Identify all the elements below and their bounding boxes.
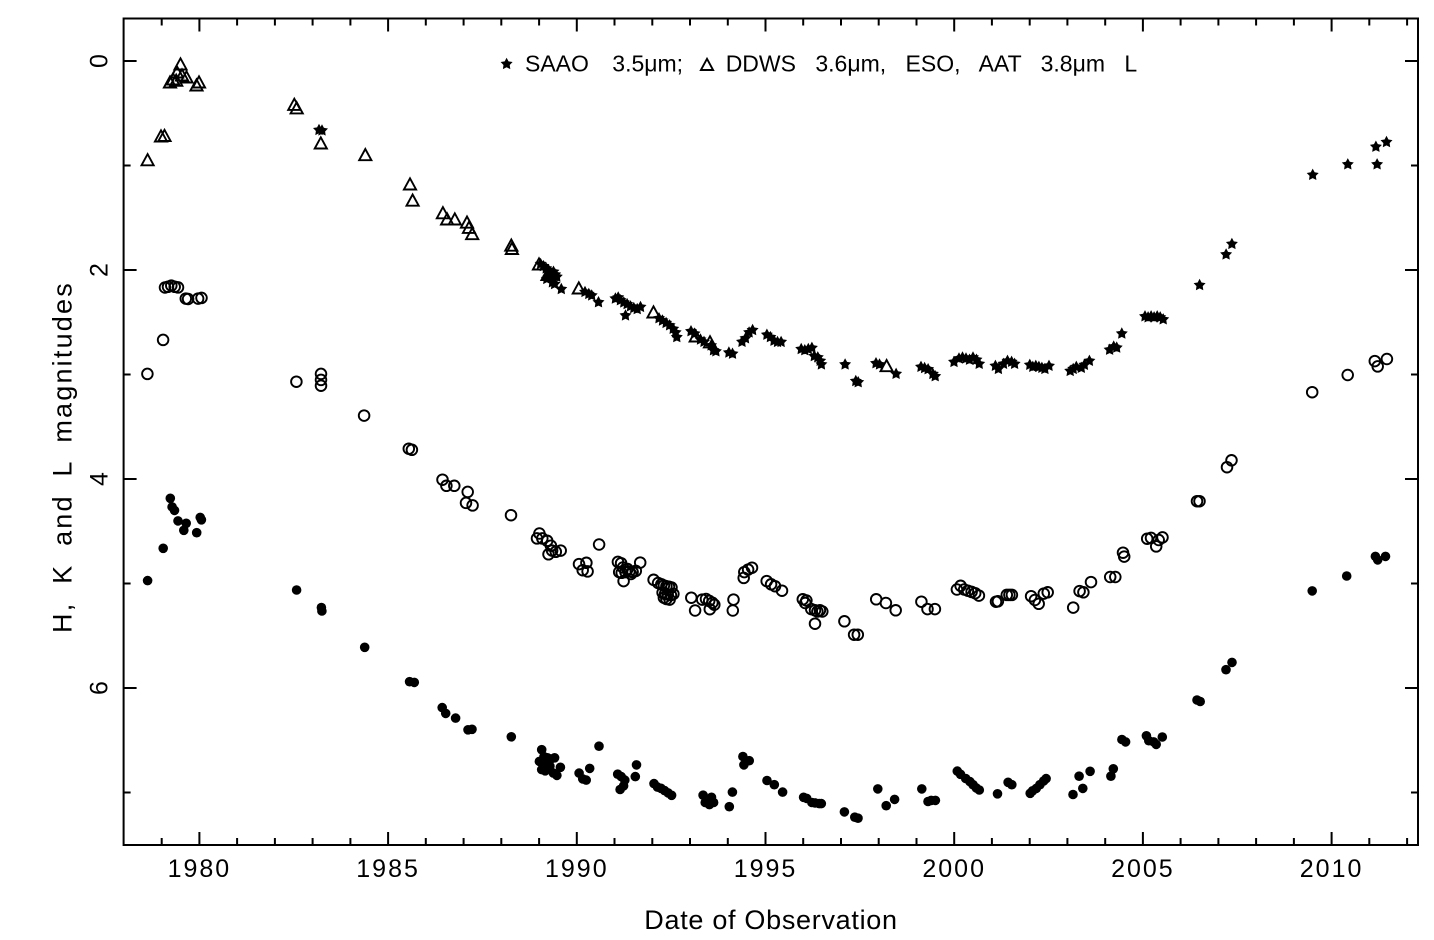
svg-text:6: 6 bbox=[86, 681, 114, 695]
svg-text:SAAO 3.5μm;: SAAO 3.5μm; bbox=[525, 51, 683, 77]
svg-text:2010: 2010 bbox=[1300, 855, 1364, 883]
svg-text:1990: 1990 bbox=[545, 855, 609, 883]
svg-text:1980: 1980 bbox=[168, 855, 232, 883]
svg-text:4: 4 bbox=[86, 472, 114, 486]
svg-text:H, K and L magnitudes: H, K and L magnitudes bbox=[48, 281, 78, 633]
svg-text:Date of Observation: Date of Observation bbox=[644, 905, 897, 935]
svg-text:DDWS 3.6μm, ESO, AAT 3.8μm L: DDWS 3.6μm, ESO, AAT 3.8μm L bbox=[726, 51, 1138, 77]
svg-text:2005: 2005 bbox=[1111, 855, 1175, 883]
svg-text:2000: 2000 bbox=[922, 855, 986, 883]
svg-text:0: 0 bbox=[86, 54, 114, 68]
svg-text:1985: 1985 bbox=[356, 855, 420, 883]
svg-text:1995: 1995 bbox=[734, 855, 798, 883]
svg-text:2: 2 bbox=[86, 263, 114, 277]
